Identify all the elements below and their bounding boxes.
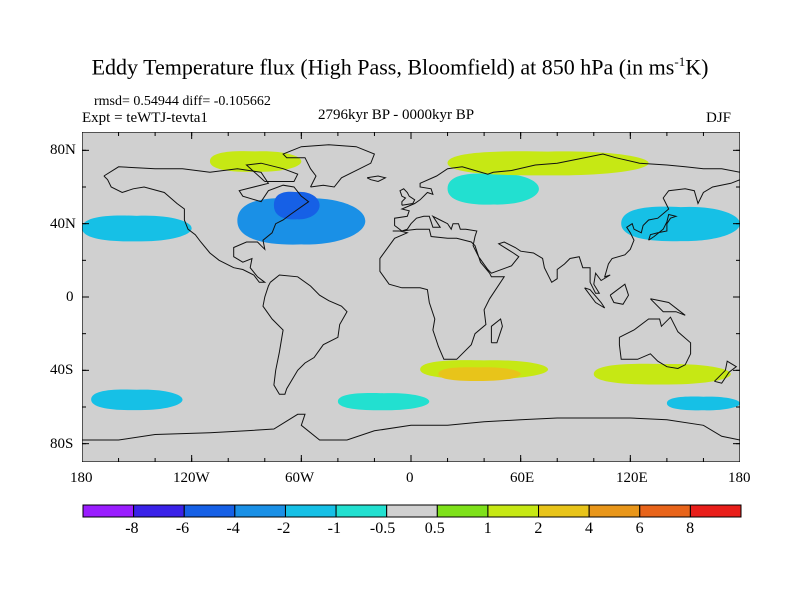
colorbar-label-4: -1 — [327, 520, 341, 537]
period-label: 2796kyr BP - 0000kyr BP — [318, 107, 475, 123]
map-background — [82, 132, 740, 462]
colorbar — [82, 504, 742, 518]
coastline-new-zealand — [714, 360, 738, 384]
colorbar-label-11: 8 — [686, 520, 695, 537]
flux-region-6 — [447, 151, 649, 176]
colorbar-swatch-4 — [284, 504, 337, 518]
stats-label: rmsd= 0.54944 diff= -0.105662 — [94, 94, 271, 109]
coastlines — [82, 144, 740, 441]
colorbar-label-10: 6 — [635, 520, 644, 537]
lon-label-60w: 60W — [285, 470, 315, 486]
lat-label-80s: 80S — [50, 436, 74, 452]
colorbar-label-5: -0.5 — [369, 520, 396, 537]
coastline-antarctica — [82, 413, 740, 441]
flux-region-8 — [438, 367, 521, 382]
colorbar-label-2: -4 — [226, 520, 240, 537]
coastline-eurasia-africa — [379, 153, 740, 360]
lon-label-120e: 120E — [616, 470, 648, 486]
colorbar-label-9: 4 — [584, 520, 593, 537]
flux-region-0 — [237, 197, 366, 245]
coastline-japan — [648, 213, 678, 241]
lon-label-180w: 180 — [70, 470, 93, 486]
lon-label-180e: 180 — [728, 470, 751, 486]
lon-label-120w: 120W — [173, 470, 210, 486]
plot-title: Eddy Temperature flux (High Pass, Bloomf… — [91, 54, 709, 80]
colorbar-swatch-5 — [335, 504, 388, 518]
coastline-baffin — [245, 162, 299, 182]
coastline-madagascar — [490, 318, 503, 344]
flux-region-9 — [593, 363, 731, 385]
flux-region-4 — [447, 173, 539, 205]
colorbar-label-6: 0.5 — [424, 520, 445, 537]
coastline-sumatra — [584, 287, 606, 309]
colorbar-label-0: -8 — [125, 520, 139, 537]
lat-label-0: 0 — [66, 289, 74, 305]
coastline-north-america — [103, 166, 310, 283]
colorbar-swatch-10 — [588, 504, 641, 518]
flux-region-5 — [209, 151, 302, 172]
lon-label-0: 0 — [406, 470, 414, 486]
lon-label-60e: 60E — [510, 470, 535, 486]
colorbar-swatch-8 — [487, 504, 540, 518]
coastline-new-guinea — [650, 298, 686, 316]
colorbar-swatch-9 — [538, 504, 590, 518]
coastline-great-britain — [399, 188, 416, 206]
season-label: DJF — [706, 110, 732, 126]
colorbar-swatch-6 — [386, 504, 438, 518]
colorbar-swatch-7 — [436, 504, 489, 518]
map-plot — [82, 132, 740, 462]
colorbar-label-7: 1 — [483, 520, 492, 537]
coastline-borneo — [609, 283, 630, 305]
coastline-australia — [618, 316, 692, 370]
lat-label-80n: 80N — [50, 142, 76, 158]
colorbar-label-8: 2 — [534, 520, 543, 537]
flux-region-11 — [337, 393, 430, 411]
flux-region-10 — [91, 389, 183, 411]
axis-ticks — [82, 132, 740, 462]
flux-region-2 — [82, 215, 192, 242]
flux-region-12 — [666, 396, 740, 411]
coastline-greenland — [282, 144, 376, 188]
colorbar-swatch-11 — [639, 504, 691, 518]
colorbar-swatch-1 — [133, 504, 185, 518]
experiment-label: Expt = teWTJ-tevta1 — [82, 110, 208, 126]
colorbar-swatch-12 — [689, 504, 742, 518]
colorbar-label-3: -2 — [277, 520, 291, 537]
colorbar-swatch-2 — [183, 504, 236, 518]
flux-contours — [82, 151, 740, 411]
coastline-south-america — [262, 274, 348, 395]
flux-region-1 — [273, 191, 320, 220]
lat-label-40n: 40N — [50, 216, 76, 232]
flux-region-3 — [621, 206, 740, 242]
colorbar-swatch-3 — [234, 504, 286, 518]
coastline-iceland — [366, 175, 387, 183]
lat-label-40s: 40S — [50, 362, 74, 378]
colorbar-swatch-0 — [82, 504, 135, 518]
colorbar-label-1: -6 — [175, 520, 190, 537]
